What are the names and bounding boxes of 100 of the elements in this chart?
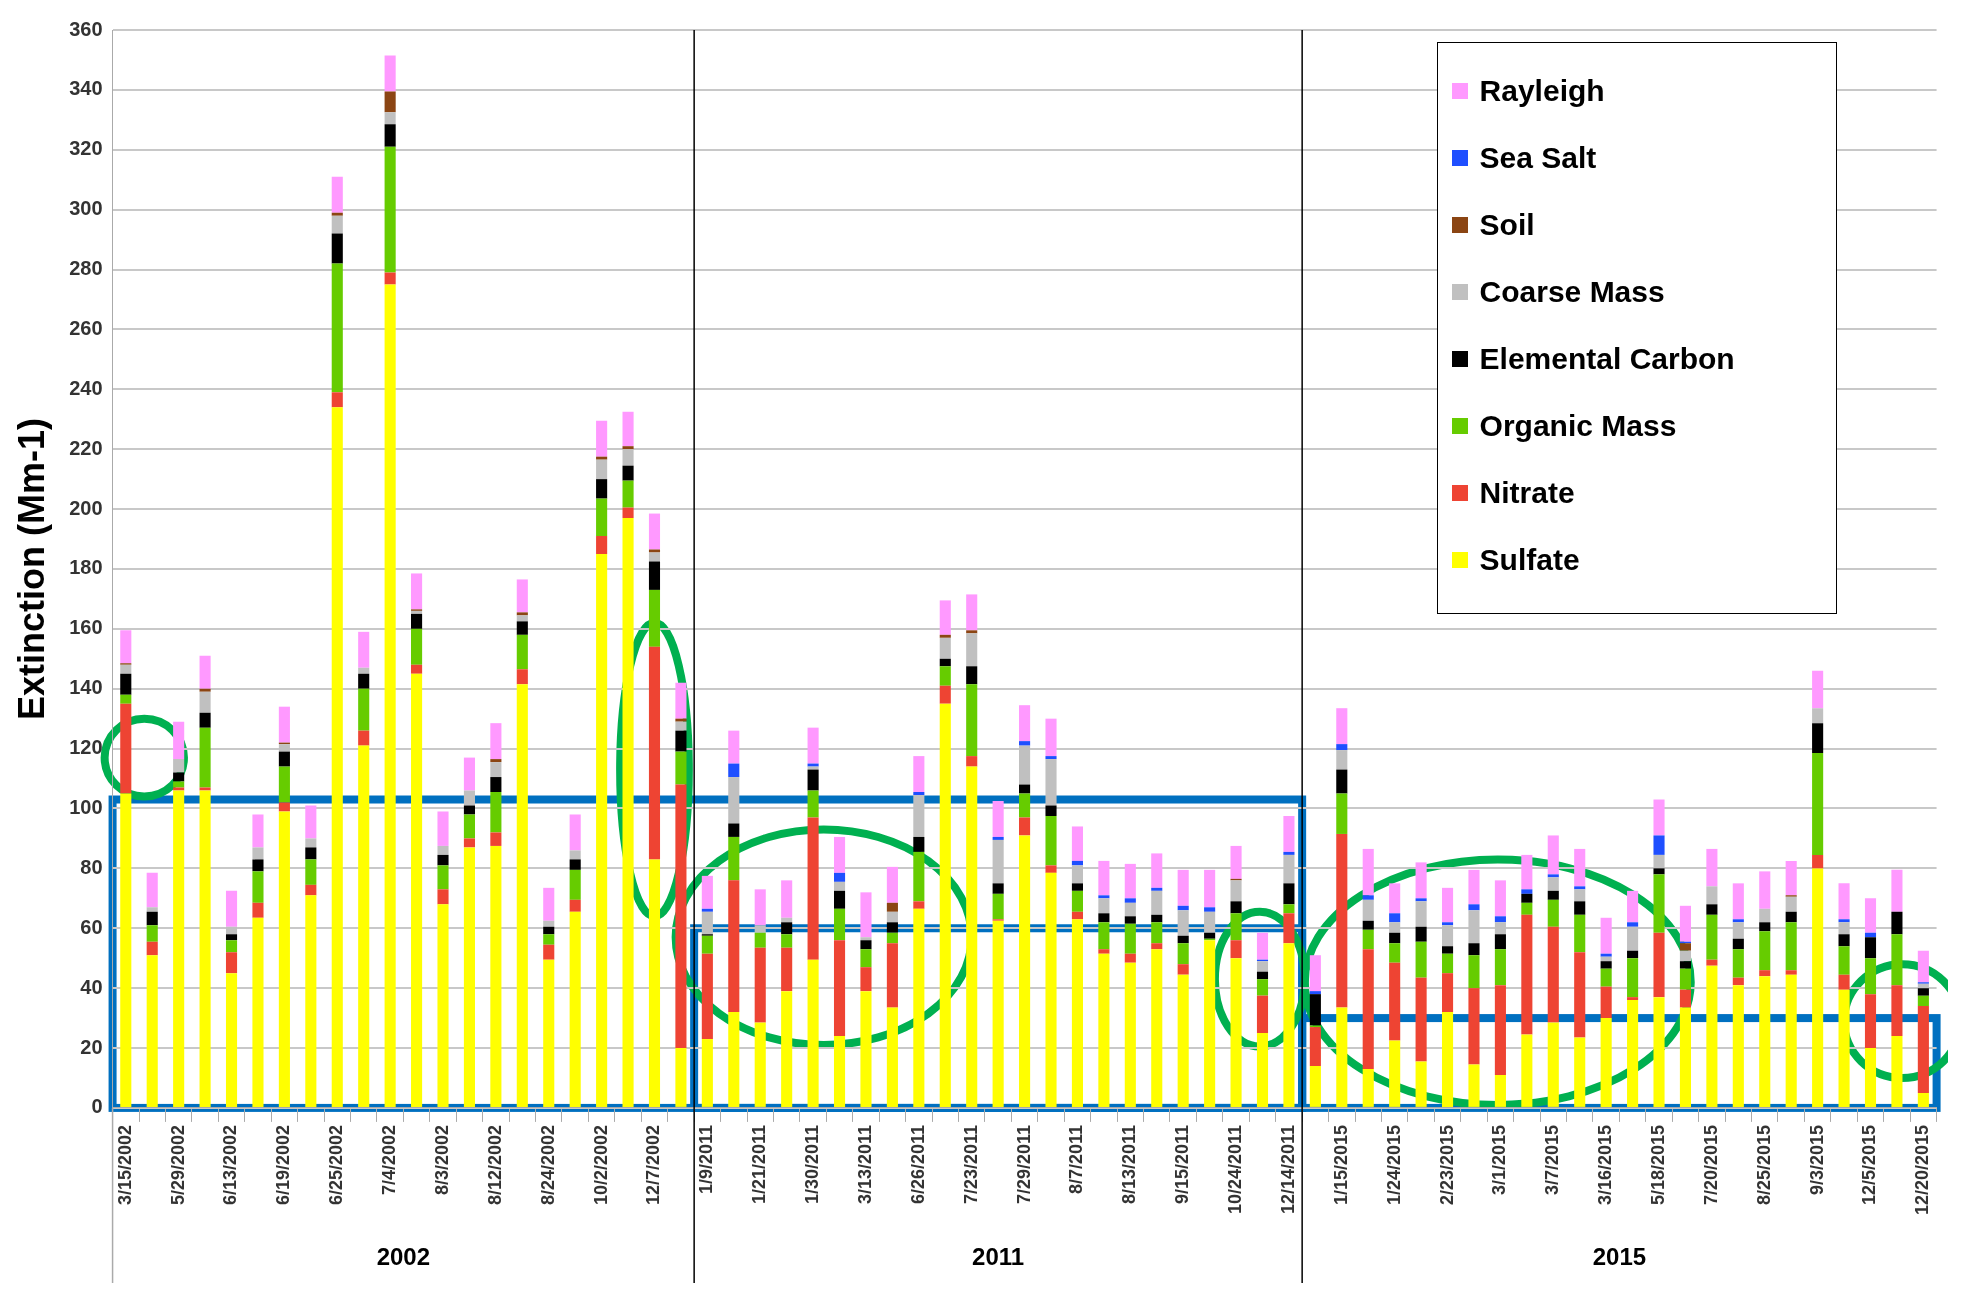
bar — [1045, 718, 1057, 757]
bar — [278, 766, 290, 803]
bar — [305, 884, 317, 896]
bar — [886, 932, 898, 944]
bar — [411, 613, 423, 629]
bar — [1838, 883, 1850, 920]
bar — [1864, 898, 1877, 933]
bar — [278, 706, 290, 743]
bar — [120, 673, 132, 695]
bar — [1547, 890, 1559, 900]
bar — [966, 684, 978, 757]
bar — [437, 811, 449, 846]
bar — [1336, 793, 1348, 834]
bar — [437, 904, 449, 1107]
bar — [1891, 1036, 1903, 1107]
bar — [543, 887, 555, 921]
bar — [358, 730, 370, 746]
bar — [860, 892, 872, 938]
bar — [384, 272, 396, 285]
bar — [1785, 896, 1797, 912]
bar — [833, 836, 846, 873]
bar — [1785, 911, 1797, 923]
bar — [675, 721, 687, 731]
x-tick-label: 1/21/2011 — [749, 1124, 770, 1205]
bar — [1309, 1027, 1321, 1066]
bar — [199, 790, 211, 1107]
bar — [833, 881, 846, 891]
bar — [1785, 922, 1797, 971]
bar — [886, 922, 898, 933]
bar — [1389, 883, 1401, 914]
bar — [1177, 935, 1189, 944]
bar — [252, 917, 264, 1107]
bar — [543, 926, 555, 935]
bar — [331, 176, 343, 213]
bar — [411, 628, 423, 665]
bar — [1785, 860, 1797, 896]
bar — [622, 465, 634, 481]
bar — [305, 847, 317, 860]
bar — [675, 784, 687, 1049]
bar — [1759, 931, 1771, 971]
bar — [543, 959, 555, 1107]
bar — [1706, 886, 1718, 905]
bar — [331, 215, 343, 234]
bar — [807, 790, 819, 818]
bar — [1124, 902, 1136, 917]
bar — [120, 703, 132, 794]
bar — [1917, 988, 1929, 996]
bar — [1732, 919, 1744, 923]
bar — [1494, 916, 1506, 923]
bar — [1071, 883, 1083, 891]
bar — [1838, 974, 1850, 990]
bar — [1071, 911, 1083, 920]
x-tick-label: 9/15/2011 — [1172, 1124, 1193, 1205]
bar — [860, 940, 872, 950]
bar — [675, 730, 687, 752]
bar — [701, 875, 713, 909]
bar — [1917, 995, 1929, 1007]
bar — [173, 787, 185, 791]
bar — [1812, 708, 1824, 724]
bar — [199, 691, 211, 713]
bar — [1494, 985, 1506, 1075]
bar — [1679, 968, 1692, 990]
bar — [675, 682, 687, 719]
bar — [146, 941, 158, 956]
bar — [939, 703, 951, 1107]
x-tick-label: 6/19/2002 — [273, 1124, 294, 1205]
bar — [1283, 851, 1295, 855]
bar — [1151, 890, 1163, 915]
bar — [1706, 848, 1718, 887]
bar — [1309, 991, 1321, 995]
x-tick-label: 1/24/2015 — [1383, 1124, 1404, 1205]
bar — [807, 769, 819, 791]
bar — [1362, 848, 1374, 896]
bar — [1177, 943, 1189, 965]
bar — [1151, 853, 1163, 888]
x-tick-label: 3/13/2011 — [854, 1124, 875, 1205]
bar — [1019, 817, 1031, 836]
bar — [1600, 986, 1612, 1019]
bar — [1019, 705, 1031, 742]
bar — [860, 937, 872, 941]
bar — [199, 655, 211, 689]
bar — [728, 836, 740, 881]
bar — [833, 908, 846, 941]
bar — [807, 727, 819, 764]
bar — [1098, 913, 1110, 923]
bar — [1653, 997, 1665, 1107]
bar — [490, 759, 502, 763]
bar — [463, 814, 475, 839]
bar — [1019, 784, 1031, 794]
bar — [1600, 961, 1612, 969]
bar — [1838, 946, 1850, 975]
bar — [1547, 835, 1559, 875]
bar — [173, 772, 185, 782]
bar — [860, 967, 872, 992]
bar — [1389, 932, 1401, 944]
bar — [622, 480, 634, 508]
y-axis-title: Extinction (Mm-1) — [10, 417, 52, 720]
bar — [1574, 914, 1586, 953]
bar — [1521, 854, 1533, 890]
bar — [120, 630, 132, 664]
